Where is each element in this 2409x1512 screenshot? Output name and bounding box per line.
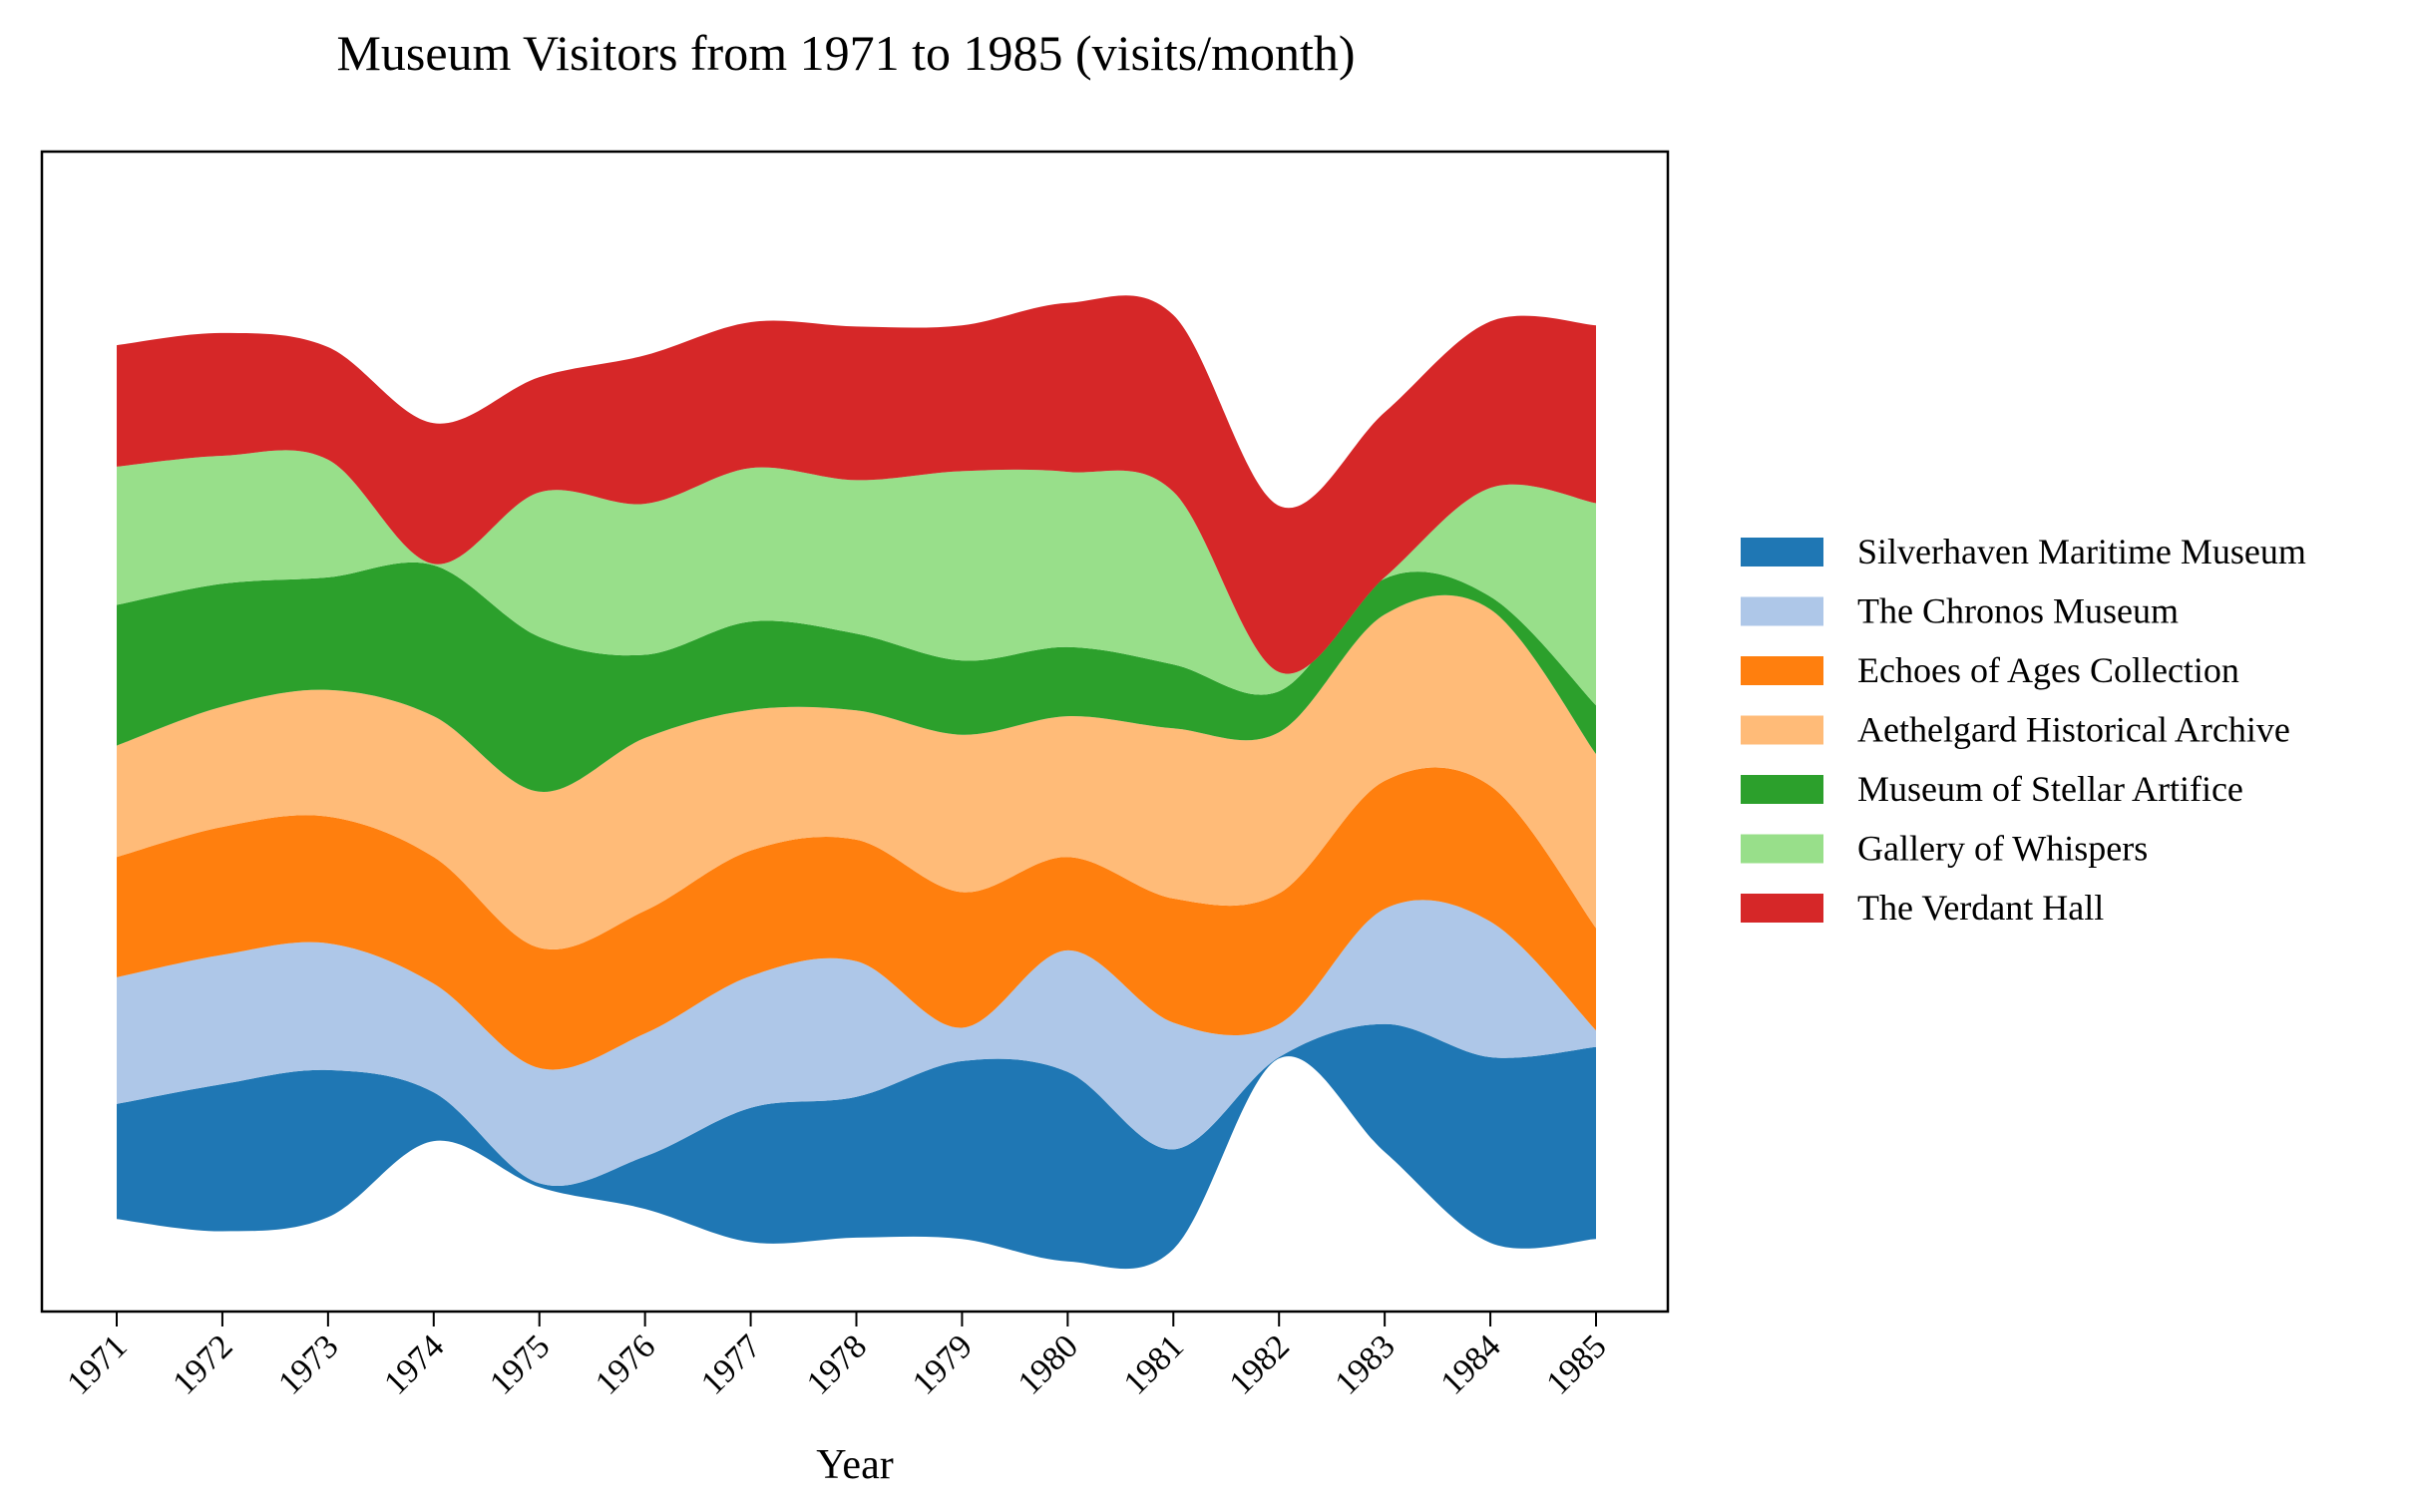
- chart-title: Museum Visitors from 1971 to 1985 (visit…: [336, 25, 1355, 81]
- x-tick-label: 1979: [906, 1327, 980, 1401]
- legend-swatch: [1741, 894, 1823, 923]
- x-tick-label: 1985: [1539, 1327, 1613, 1401]
- x-tick-label: 1977: [694, 1327, 768, 1401]
- stream-2: [117, 767, 1596, 1070]
- legend-label: Museum of Stellar Artifice: [1857, 769, 2243, 809]
- legend-swatch: [1741, 715, 1823, 745]
- streams: [117, 295, 1596, 1270]
- stream-0: [117, 1023, 1596, 1270]
- x-tick-label: 1975: [483, 1327, 557, 1401]
- x-tick-label: 1974: [377, 1327, 451, 1401]
- legend-label: Aethelgard Historical Archive: [1857, 710, 2290, 750]
- x-tick-label: 1972: [166, 1327, 239, 1401]
- stream-4: [117, 562, 1596, 793]
- stream-5: [117, 450, 1596, 706]
- x-tick-label: 1971: [60, 1327, 134, 1401]
- stream-3: [117, 594, 1596, 949]
- x-tick-label: 1976: [589, 1327, 662, 1401]
- legend-swatch: [1741, 775, 1823, 804]
- x-tick-label: 1984: [1433, 1327, 1507, 1401]
- legend-swatch: [1741, 656, 1823, 685]
- legend-label: Gallery of Whispers: [1857, 829, 2148, 869]
- legend-label: The Verdant Hall: [1857, 888, 2104, 928]
- stream-6: [117, 295, 1596, 674]
- x-axis: 1971 1972 1973 1974 1975 1976 1977 1978 1979 1980…: [60, 1313, 1614, 1402]
- stream-1: [117, 900, 1596, 1186]
- legend-swatch: [1741, 538, 1823, 567]
- x-tick-label: 1973: [271, 1327, 345, 1401]
- x-tick-label: 1981: [1117, 1327, 1191, 1401]
- legend-swatch: [1741, 596, 1823, 626]
- legend: Silverhaven Maritime Museum The Chronos M…: [1741, 532, 2306, 928]
- x-tick-label: 1982: [1223, 1327, 1297, 1401]
- legend-swatch: [1741, 834, 1823, 864]
- x-tick-label: 1983: [1329, 1327, 1403, 1401]
- legend-label: The Chronos Museum: [1857, 591, 2179, 631]
- plot-frame: [40, 150, 1670, 1314]
- legend-label: Silverhaven Maritime Museum: [1857, 532, 2306, 571]
- legend-label: Echoes of Ages Collection: [1857, 650, 2239, 690]
- x-axis-label: Year: [816, 1442, 893, 1488]
- x-tick-label: 1980: [1011, 1327, 1085, 1401]
- x-tick-label: 1978: [800, 1327, 874, 1401]
